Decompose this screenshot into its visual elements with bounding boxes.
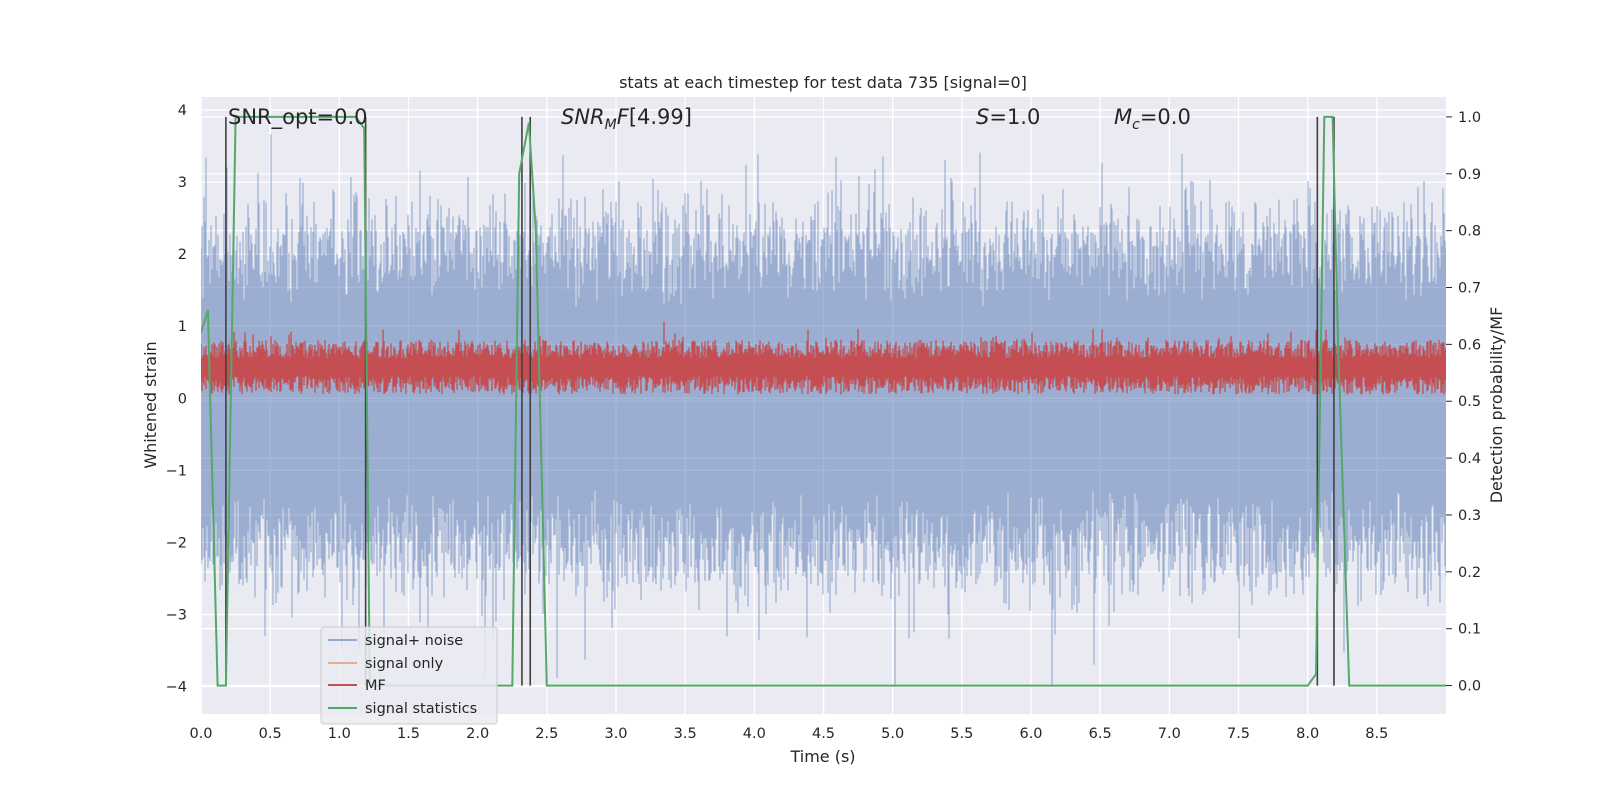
x-tick-label: 2.0 xyxy=(466,726,489,742)
y-left-tick-label: −4 xyxy=(166,680,187,696)
y-axis-label-right: Detection probability/MF xyxy=(1487,307,1506,504)
series-mf xyxy=(201,321,1446,395)
x-tick-label: 7.0 xyxy=(1158,726,1181,742)
annotation-s: S=1.0 xyxy=(976,105,1040,129)
annotation-snr-opt: SNR_opt=0.0 xyxy=(228,105,368,130)
x-tick-label: 3.5 xyxy=(674,726,697,742)
annotation-s-value: =1.0 xyxy=(989,105,1040,129)
legend: signal+ noise signal only MF signal stat… xyxy=(320,626,498,725)
legend-label-signal-only: signal only xyxy=(365,656,444,672)
x-tick-label: 5.5 xyxy=(950,726,973,742)
chart-title: stats at each timestep for test data 735… xyxy=(619,73,1027,92)
y-left-tick-label: 3 xyxy=(178,175,187,191)
y-right-tick-label: 0.0 xyxy=(1458,679,1481,695)
y-right-tick-label: 0.6 xyxy=(1458,337,1481,353)
annotation-mc-value: =0.0 xyxy=(1140,105,1191,129)
x-tick-label: 3.0 xyxy=(604,726,627,742)
y-right-tick-label: 0.5 xyxy=(1458,394,1481,410)
legend-label-signal-noise: signal+ noise xyxy=(365,633,463,649)
y-axis-label-left: Whitened strain xyxy=(141,341,160,468)
x-tick-label: 7.5 xyxy=(1227,726,1250,742)
x-tick-label: 8.5 xyxy=(1365,726,1388,742)
y-right-tick-label: 0.9 xyxy=(1458,167,1481,183)
y-right-tick-label: 0.8 xyxy=(1458,224,1481,240)
x-tick-label: 6.5 xyxy=(1089,726,1112,742)
y-left-tick-label: −3 xyxy=(166,608,187,624)
y-right-tick-label: 1.0 xyxy=(1458,110,1481,126)
x-tick-label: 2.5 xyxy=(535,726,558,742)
x-tick-label: 0.0 xyxy=(189,726,212,742)
series-signal-statistics xyxy=(201,115,1446,687)
x-tick-label: 4.0 xyxy=(743,726,766,742)
y-left-tick-label: −1 xyxy=(166,463,187,479)
x-tick-label: 5.0 xyxy=(881,726,904,742)
series-layer xyxy=(201,115,1446,687)
x-tick-label: 4.5 xyxy=(812,726,835,742)
y-right-tick-label: 0.7 xyxy=(1458,281,1481,297)
y-left-tick-label: 0 xyxy=(178,391,187,407)
y-right-tick-label: 0.2 xyxy=(1458,565,1481,581)
y-right-tick-label: 0.1 xyxy=(1458,622,1481,638)
x-tick-label: 1.5 xyxy=(397,726,420,742)
y-right-tick-label: 0.4 xyxy=(1458,451,1481,467)
x-axis-label: Time (s) xyxy=(789,747,855,766)
legend-label-mf: MF xyxy=(365,678,386,694)
y-left-tick-label: 4 xyxy=(178,103,187,119)
x-tick-label: 1.0 xyxy=(328,726,351,742)
tick-labels: 0.0 0.5 1.0 1.5 2.0 2.5 3.0 3.5 4.0 4.5 5.0 5.5 6.0 6… xyxy=(166,103,1481,742)
y-left-tick-label: 1 xyxy=(178,319,187,335)
annotation-snr-mf: SNRMF[4.99] xyxy=(561,105,692,133)
y-right-tick-label: 0.3 xyxy=(1458,508,1481,524)
x-tick-label: 0.5 xyxy=(259,726,282,742)
annotation-snr-mf-value: [4.99] xyxy=(629,105,692,129)
x-tick-label: 8.0 xyxy=(1296,726,1319,742)
y-left-tick-label: 2 xyxy=(178,247,187,263)
x-tick-label: 6.0 xyxy=(1019,726,1042,742)
legend-label-signal-statistics: signal statistics xyxy=(365,701,477,717)
annotation-mc: Mc=0.0 xyxy=(1114,105,1191,133)
legend-box xyxy=(320,626,498,725)
y-left-tick-label: −2 xyxy=(166,535,187,551)
